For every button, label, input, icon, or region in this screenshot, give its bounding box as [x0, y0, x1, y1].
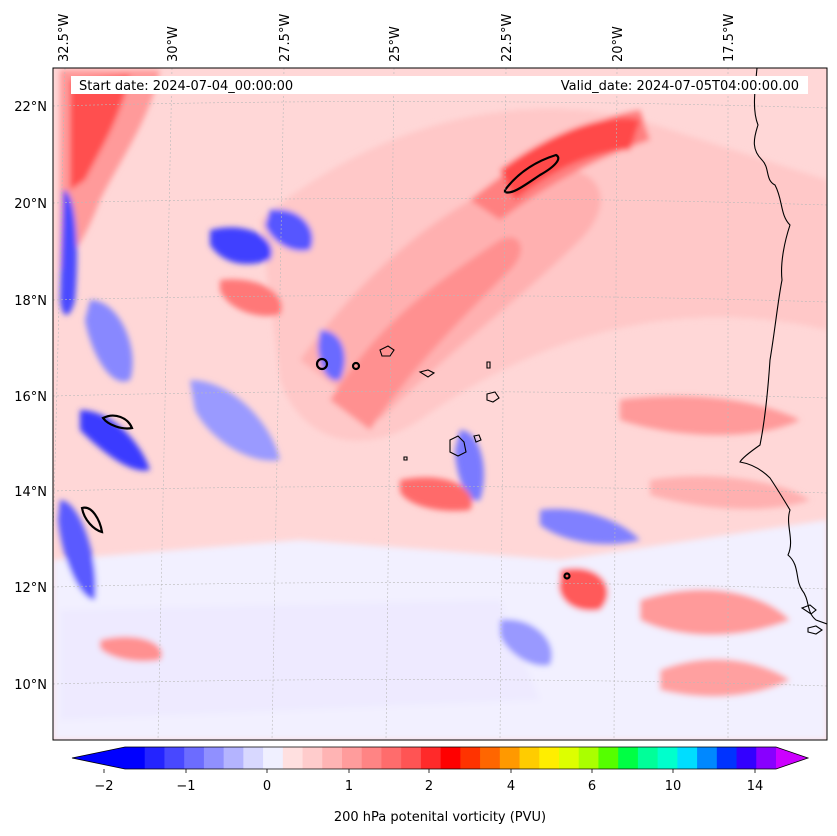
lon-label-27-5w: 27.5°W	[278, 14, 293, 62]
lon-label-22-5w: 22.5°W	[500, 14, 515, 62]
colorbar-tick-label: 0	[263, 779, 271, 794]
colorbar-cell	[184, 747, 205, 769]
colorbar-cell	[499, 747, 521, 769]
colorbar-tick-label: 10	[665, 779, 682, 794]
colorbar-cell	[460, 747, 481, 769]
colorbar-cell	[223, 747, 244, 769]
colorbar-cell	[144, 747, 166, 769]
pv-contours	[80, 153, 571, 580]
colorbar-tick-label: 4	[507, 779, 515, 794]
lat-label-10n: 10°N	[14, 678, 47, 693]
colorbar-over-arrow	[776, 747, 808, 769]
colorbar-tick-labels: −2 −1 0 1 2 4 6 10 14	[94, 779, 763, 794]
lon-label-20w: 20°W	[611, 26, 626, 62]
colorbar-cell	[381, 747, 402, 769]
longitude-labels: 32.5°W 30°W 27.5°W 25°W 22.5°W 20°W 17.5…	[57, 14, 737, 62]
colorbar-cell	[697, 747, 718, 769]
colorbar-cell	[203, 747, 225, 769]
map-frame	[52, 67, 828, 741]
lat-label-22n: 22°N	[14, 100, 47, 115]
colorbar-cell	[559, 747, 580, 769]
colorbar-cell	[263, 747, 284, 769]
colorbar-tick-label: 14	[747, 779, 764, 794]
colorbar-cell	[282, 747, 304, 769]
colorbar-outline	[71, 746, 810, 770]
colorbar-cell	[716, 747, 738, 769]
gridlines	[53, 68, 827, 740]
lat-label-16n: 16°N	[14, 390, 47, 405]
lat-label-14n: 14°N	[14, 485, 47, 500]
colorbar-cell	[440, 747, 461, 769]
colorbar-cell	[420, 747, 442, 769]
start-date-label: Start date: 2024-07-04_00:00:00	[79, 79, 293, 94]
lon-label-30w: 30°W	[166, 26, 181, 62]
colorbar-tick-label: −2	[94, 779, 113, 794]
colorbar-cell	[302, 747, 323, 769]
colorbar-cell	[637, 747, 659, 769]
lon-label-25w: 25°W	[388, 26, 403, 62]
colorbar-cell	[243, 747, 264, 769]
header-strip	[71, 76, 808, 94]
colorbar-cell	[677, 747, 698, 769]
colorbar-cell	[578, 747, 600, 769]
colorbar-cell	[598, 747, 619, 769]
colorbar-cell	[539, 747, 560, 769]
valid-date-label: Valid_date: 2024-07-05T04:00:00.00	[561, 79, 799, 94]
colorbar-cell	[164, 747, 185, 769]
lon-label-17-5w: 17.5°W	[722, 14, 737, 62]
lat-label-18n: 18°N	[14, 294, 47, 309]
colorbar-label: 200 hPa potenital vorticity (PVU)	[334, 810, 546, 825]
colorbar-tick-label: −1	[176, 779, 195, 794]
colorbar-cell	[322, 747, 343, 769]
map-panel: Start date: 2024-07-04_00:00:00 Valid_da…	[53, 68, 827, 740]
latitude-labels: 22°N 20°N 18°N 16°N 14°N 12°N 10°N	[14, 100, 47, 693]
colorbar-cell	[342, 747, 363, 769]
colorbar-cell	[756, 747, 777, 769]
colorbar-cell	[361, 747, 383, 769]
colorbar-cell	[519, 747, 540, 769]
colorbar-ticks	[103, 769, 756, 773]
colorbar-under-arrow	[72, 747, 125, 769]
lat-label-20n: 20°N	[14, 197, 47, 212]
colorbar-tick-label: 2	[425, 779, 433, 794]
colorbar-cells	[125, 747, 777, 769]
coastlines	[379, 68, 827, 635]
colorbar-cell	[401, 747, 422, 769]
lat-label-12n: 12°N	[14, 581, 47, 596]
colorbar-tick-label: 1	[345, 779, 353, 794]
colorbar-tick-label: 6	[588, 779, 596, 794]
colorbar-cell	[125, 747, 146, 769]
colorbar-cell	[480, 747, 501, 769]
pv-field	[53, 70, 827, 740]
colorbar-cell	[657, 747, 678, 769]
colorbar: −2 −1 0 1 2 4 6 10 14 200 hPa potenital …	[71, 746, 810, 825]
colorbar-cell	[618, 747, 639, 769]
lon-label-32-5w: 32.5°W	[57, 14, 72, 62]
colorbar-cell	[736, 747, 757, 769]
